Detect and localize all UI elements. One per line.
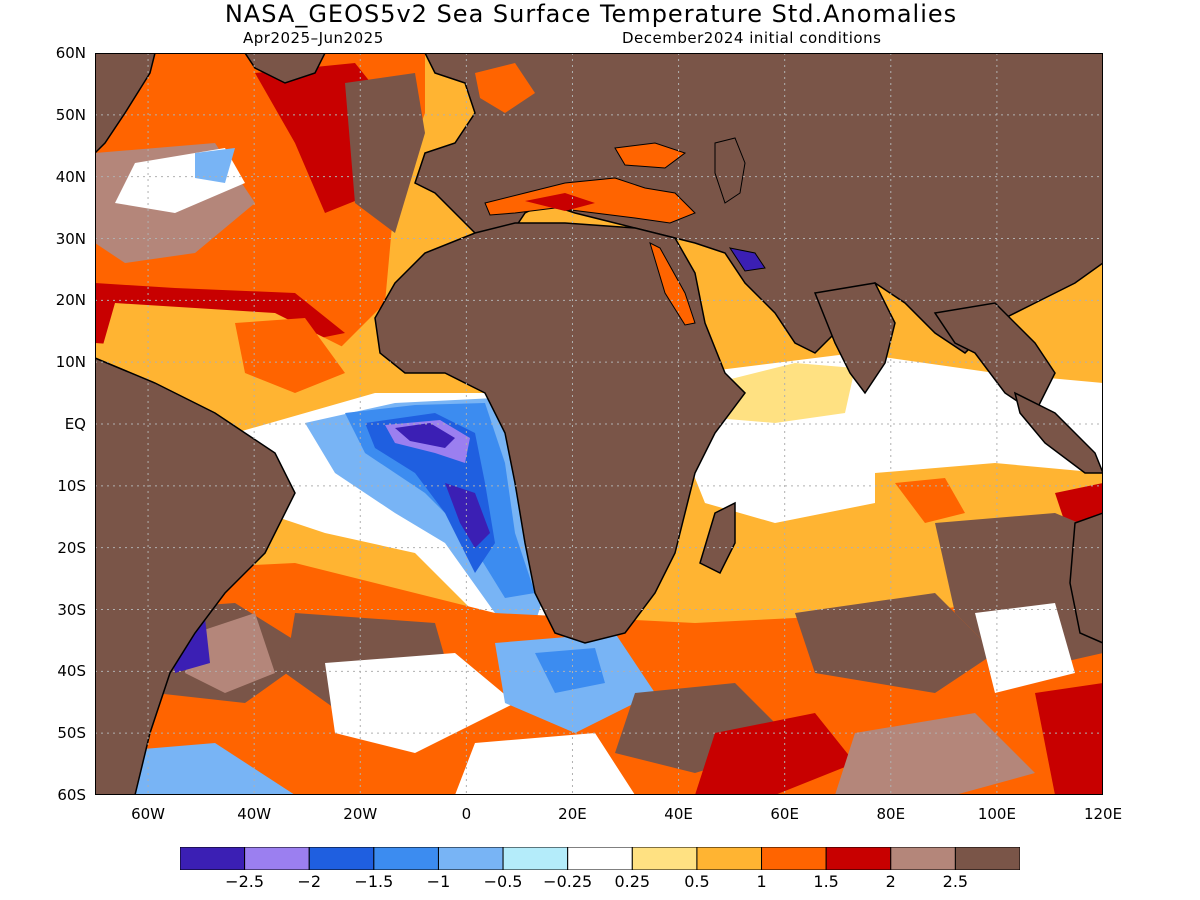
latitude-label: 30S [57,600,86,619]
longitude-label: 40E [664,805,693,823]
colorbar-label: 0.5 [684,872,710,891]
colorbar-swatch [567,847,633,870]
australia-land [1069,512,1103,644]
colorbar-swatch [244,847,310,870]
map-canvas [95,53,1103,795]
colorbar-swatch [180,847,246,870]
colorbar-swatch [890,847,956,870]
initial-conditions: December2024 initial conditions [622,29,882,47]
mediterranean-sea [484,177,696,224]
longitude-label: 80E [876,805,906,823]
colorbar-label: 1 [756,872,767,891]
colorbar-swatch [696,847,763,870]
arabian-sea-mild [715,363,855,423]
s-atlantic-cold-patch [535,648,605,693]
colorbar-swatch [373,847,439,870]
benguela-cold-core [445,483,490,548]
colorbar-swatch [954,847,1020,870]
s-indian-mid-strong [795,593,995,693]
colorbar-label: −0.5 [483,872,523,891]
latitude-label: 60N [55,44,86,62]
latitude-label: 30N [55,229,86,248]
red-sea [649,242,696,326]
longitude-label: 20E [558,805,587,823]
land [95,53,1103,795]
trop-n-atlantic-inner [235,318,345,393]
greenland-land [244,53,326,84]
latitude-label: 60S [57,786,86,804]
colorbar-swatch [761,847,827,870]
s-indian-neutral-patch [975,603,1075,693]
mediterranean-hot [525,193,595,211]
india-land [813,282,896,395]
n-atlantic-cool-patch [195,148,235,183]
colorbar-label: −0.25 [543,872,593,891]
black-sea [614,142,687,169]
longitude-label: 40W [237,805,272,823]
north-america-land [95,53,156,155]
eq-atlantic-coldest [395,423,455,448]
colorbar-swatch [825,847,892,870]
latitude-label: 20S [57,538,86,557]
longitude-label: 60E [770,805,799,823]
north-sea [475,63,535,113]
se-indian-warm-core [895,478,965,523]
longitude-label: 60W [131,805,166,823]
colorbar-swatches [180,847,1020,870]
colorbar-label: 2 [885,872,896,891]
caspian-sea [714,137,746,204]
longitude-label: 120E [1083,805,1123,823]
colorbar-swatch [308,847,375,870]
colorbar-swatch [437,847,504,870]
longitude-label: 100E [977,805,1016,823]
persian-gulf [728,247,766,272]
sw-atlantic-mixed [185,613,275,693]
colorbar-swatch [502,847,569,870]
colorbar-swatch [631,847,698,870]
colorbar-label: 0.25 [614,872,651,891]
s-australia-hot [1035,683,1103,795]
map-gridlines [95,53,1103,795]
colorbar-label: −1.5 [354,872,394,891]
longitude-label: 0 [461,805,472,823]
n-atlantic-strong-warm [345,73,425,233]
colorbar-label: 2.5 [942,872,969,891]
colorbar [180,847,1020,870]
s-ocean-neutral [455,733,635,795]
latitude-label: 50S [57,724,86,743]
latitude-label: 40N [55,167,86,186]
anomaly-map [95,53,1103,795]
nw-australia-hot [1055,483,1103,523]
madagascar-land [699,501,736,575]
colorbar-label: 1.5 [813,872,839,891]
south-america-land [95,357,296,795]
s-atlantic-neutral [325,653,515,753]
sumatra-land [1013,391,1103,474]
latitude-label: EQ [64,415,86,433]
map-frame [95,53,1103,795]
forecast-period: Apr2025–Jun2025 [243,29,384,47]
africa-land [374,222,746,644]
colorbar-label: −2.5 [225,872,265,891]
latitude-label: 10S [57,476,86,495]
latitude-label: 10N [55,353,86,372]
colorbar-label: −2 [297,872,322,891]
longitude-label: 20W [343,805,378,823]
latitude-label: 50N [55,105,86,124]
latitude-label: 40S [57,662,86,681]
colorbar-label: −1 [426,872,451,891]
latitude-label: 20N [55,291,86,310]
chart-title: NASA_GEOS5v2 Sea Surface Temperature Std… [224,0,958,28]
